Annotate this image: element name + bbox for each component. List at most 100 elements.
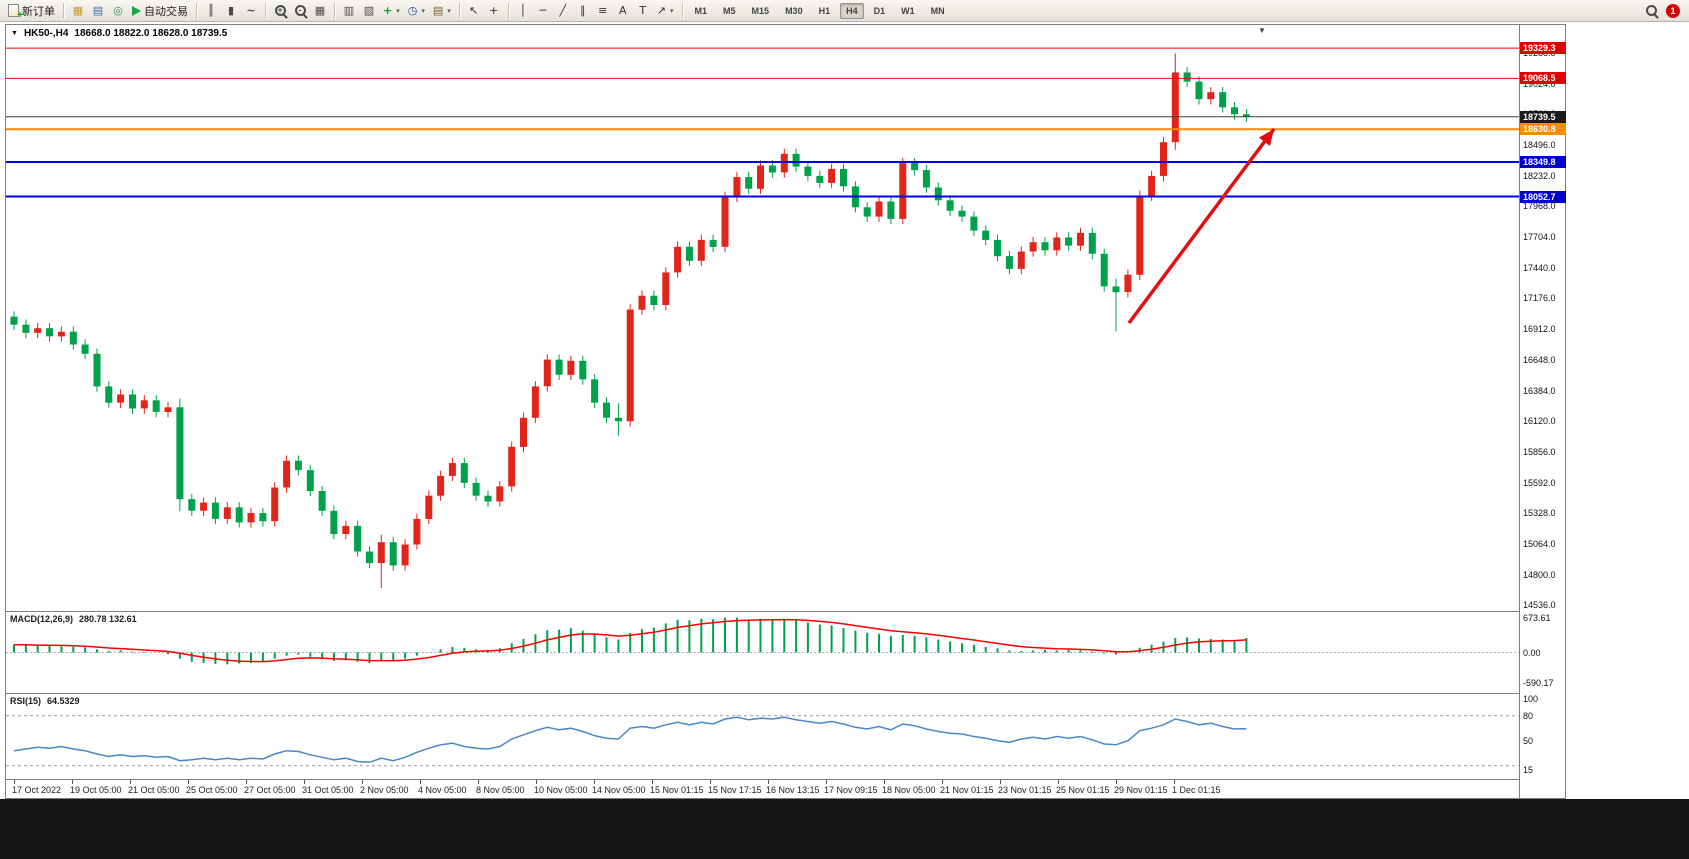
toolbar-separator — [507, 3, 509, 18]
horizontal-line-button[interactable]: ─ — [534, 2, 552, 20]
navigator-button[interactable]: ◎ — [109, 2, 127, 20]
timeframe-d1-button[interactable]: D1 — [873, 5, 886, 16]
price-level-badge: 18052.7 — [1520, 191, 1566, 203]
macd-plot[interactable] — [6, 612, 1519, 693]
auto-trading-button-label: 自动交易 — [144, 5, 188, 18]
text-label-button[interactable]: T — [634, 2, 652, 20]
template-icon-dropdown: ▾ — [447, 7, 451, 15]
rsi-panel-separator[interactable] — [6, 693, 1565, 694]
timeframe-m15-button[interactable]: M15 — [751, 5, 770, 16]
price-axis-label: 17176.0 — [1523, 293, 1556, 303]
date-axis-label: 8 Nov 05:00 — [476, 785, 525, 795]
date-tick — [420, 780, 421, 784]
date-axis-label: 29 Nov 01:15 — [1114, 785, 1168, 795]
new-order-icon — [8, 4, 23, 21]
line-chart-icon: ~ — [246, 3, 256, 17]
new-order-button[interactable]: 新订单 — [5, 2, 58, 21]
macd-panel-separator[interactable] — [6, 611, 1565, 612]
price-axis-label: 15856.0 — [1523, 447, 1556, 457]
cursor-button[interactable]: ↖ — [465, 2, 483, 20]
timeframe-m30-button[interactable]: M30 — [785, 5, 803, 16]
rsi-panel[interactable]: RSI(15) 64.5329 — [6, 694, 1519, 779]
toolbar-separator — [265, 3, 266, 18]
search-button[interactable] — [1642, 2, 1660, 20]
date-tick — [478, 780, 479, 784]
timeframe-w1-button[interactable]: W1 — [901, 5, 915, 16]
date-tick — [362, 780, 363, 784]
zoom-out-button[interactable]: - — [291, 2, 309, 20]
navigator-icon: ◎ — [113, 3, 123, 17]
vertical-line-button[interactable]: │ — [514, 2, 532, 20]
date-axis-label: 18 Nov 05:00 — [882, 785, 936, 795]
macd-panel[interactable]: MACD(12,26,9) 280.78 132.61 — [6, 612, 1519, 693]
timeframe-m5-button[interactable]: M5 — [723, 5, 736, 16]
chart-shift-icon[interactable]: ▼ — [1258, 26, 1266, 35]
date-tick — [710, 780, 711, 784]
tile-windows-button[interactable]: ▦ — [311, 2, 329, 20]
date-axis-label: 23 Nov 01:15 — [998, 785, 1052, 795]
indicator-window-icon: ▥ — [343, 3, 355, 17]
add-indicator-button[interactable]: + ▾ — [380, 2, 403, 20]
date-axis[interactable]: 17 Oct 2022 19 Oct 05:00 21 Oct 05:00 25 Oc… — [6, 780, 1519, 798]
price-scale[interactable]: 19288.019024.018760.018496.018232.017968… — [1519, 25, 1566, 798]
price-axis-label: 17440.0 — [1523, 263, 1556, 273]
rsi-indicator-name: RSI(15) — [10, 696, 42, 706]
price-axis-label: 17968.0 — [1523, 201, 1556, 211]
price-axis-label: 17704.0 — [1523, 232, 1556, 242]
zoom-in-icon: + — [274, 5, 286, 16]
date-tick — [1174, 780, 1175, 784]
timeframe-m1-button[interactable]: M1 — [694, 5, 708, 16]
indicator-window-button[interactable]: ▥ — [340, 2, 358, 20]
main-chart[interactable]: ▼ HK50-,H4 18668.0 18822.0 18628.0 18739… — [6, 25, 1519, 611]
text-icon: A — [619, 3, 627, 17]
date-axis-label: 31 Oct 05:00 — [302, 785, 354, 795]
date-tick — [594, 780, 595, 784]
candlestick-chart-icon: ▮ — [227, 3, 235, 17]
candlestick-plot[interactable] — [6, 25, 1519, 611]
price-axis-label: 16120.0 — [1523, 416, 1556, 426]
price-axis-label: 15592.0 — [1523, 478, 1556, 488]
date-axis-label: 21 Oct 05:00 — [128, 785, 180, 795]
price-axis-label: 16384.0 — [1523, 386, 1556, 396]
timeframe-h1-button[interactable]: H1 — [818, 5, 831, 16]
date-axis-label: 19 Oct 05:00 — [70, 785, 122, 795]
candlestick-chart-button[interactable]: ▮ — [222, 2, 240, 20]
arrows-button[interactable]: ↗ ▾ — [654, 2, 677, 20]
bar-chart-button[interactable]: ║ — [202, 2, 220, 20]
notification-badge[interactable]: 1 — [1666, 3, 1680, 18]
date-axis-label: 15 Nov 01:15 — [650, 785, 704, 795]
market-watch-icon: ▦ — [72, 3, 84, 17]
text-button[interactable]: A — [614, 2, 632, 20]
toolbar-separator — [458, 3, 460, 18]
tile-windows-icon: ▦ — [314, 3, 326, 17]
timeframe-h4-button[interactable]: H4 — [840, 2, 864, 19]
clock-icon-dropdown: ▾ — [421, 7, 425, 15]
price-level-badge: 19068.5 — [1520, 72, 1566, 84]
templates-button[interactable]: ▤ ▾ — [430, 2, 454, 20]
toolbar-separator — [334, 3, 335, 18]
crosshair-button[interactable]: + — [485, 2, 503, 20]
date-tick — [652, 780, 653, 784]
date-tick — [1000, 780, 1001, 784]
rsi-axis-label: 15 — [1523, 765, 1534, 775]
objects-list-button[interactable]: ▧ — [360, 2, 378, 20]
data-window-button[interactable]: ▤ — [89, 2, 107, 20]
auto-trading-button[interactable]: 自动交易 — [129, 2, 191, 20]
date-tick — [884, 780, 885, 784]
zoom-in-button[interactable]: + — [271, 2, 289, 20]
auto-trading-icon — [132, 5, 141, 16]
market-watch-button[interactable]: ▦ — [69, 2, 87, 20]
rsi-plot[interactable] — [6, 694, 1519, 779]
channel-button[interactable]: ∥ — [574, 2, 592, 20]
date-axis-label: 17 Nov 09:15 — [824, 785, 878, 795]
rsi-axis-label: 50 — [1523, 736, 1534, 746]
fibonacci-button[interactable]: ≡ — [594, 2, 612, 20]
timeframe-mn-button[interactable]: MN — [930, 5, 945, 16]
periods-button[interactable]: ◷ ▾ — [405, 2, 428, 20]
date-tick — [1058, 780, 1059, 784]
line-chart-button[interactable]: ~ — [242, 2, 260, 20]
arrow-shapes-icon-dropdown: ▾ — [670, 7, 674, 15]
trendline-button[interactable]: ╱ — [554, 2, 572, 20]
date-axis-label: 27 Oct 05:00 — [244, 785, 296, 795]
add-indicator-icon-dropdown: ▾ — [396, 7, 400, 15]
